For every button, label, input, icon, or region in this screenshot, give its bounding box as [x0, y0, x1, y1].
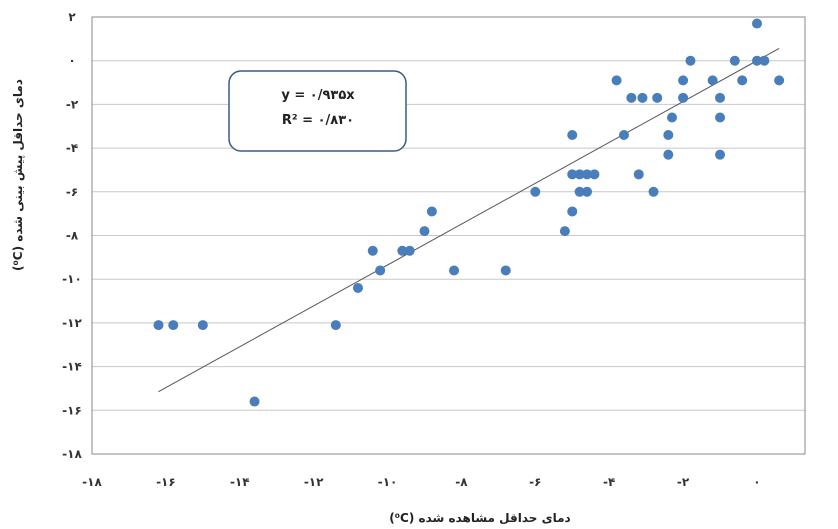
data-point — [737, 75, 748, 86]
y-tick-label: -۴ — [66, 141, 78, 155]
y-tick-label: -۱۸ — [62, 447, 82, 461]
y-tick-label: -۸ — [66, 229, 79, 243]
data-point — [678, 92, 689, 103]
data-point — [249, 396, 260, 407]
data-point — [715, 149, 726, 160]
y-tick-label: -۱۰ — [62, 272, 82, 286]
data-point — [397, 245, 408, 256]
x-axis-label: دمای حداقل مشاهده شده (⁰C) — [389, 511, 570, 525]
data-point — [729, 55, 740, 66]
trendline — [158, 48, 780, 393]
data-point — [574, 186, 585, 197]
x-tick-label: -۱۶ — [156, 475, 176, 489]
data-point — [375, 265, 386, 276]
data-point — [559, 226, 570, 237]
data-point — [330, 320, 341, 331]
data-point — [715, 92, 726, 103]
data-point — [567, 129, 578, 140]
data-point — [685, 55, 696, 66]
data-point — [500, 265, 511, 276]
data-point — [589, 169, 600, 180]
y-tick-label: -۱۴ — [62, 360, 82, 374]
equation-box-frame — [228, 70, 407, 152]
data-point — [574, 169, 585, 180]
data-point — [678, 75, 689, 86]
x-tick-label: -۱۸ — [82, 475, 102, 489]
y-tick-label: ۰ — [68, 54, 75, 68]
data-point — [419, 226, 430, 237]
gridlines — [92, 16, 805, 455]
x-tick-label: -۱۰ — [378, 475, 398, 489]
y-tick-label: ۲ — [68, 10, 76, 24]
equation-box: y = ۰/۹۳۵x R² = ۰/۸۳۰ — [228, 70, 407, 152]
equation-text: y = ۰/۹۳۵x — [281, 88, 355, 103]
x-tick-label: -۱۴ — [230, 475, 250, 489]
data-point — [168, 320, 179, 331]
x-tick-label: ۰ — [753, 475, 760, 489]
data-point — [637, 92, 648, 103]
data-point — [367, 245, 378, 256]
data-point — [618, 129, 629, 140]
data-point — [611, 75, 622, 86]
data-point — [426, 206, 437, 217]
data-point — [759, 55, 770, 66]
data-point — [707, 75, 718, 86]
data-point — [663, 129, 674, 140]
data-point — [652, 92, 663, 103]
y-tick-label: -۱۲ — [62, 316, 82, 330]
r-squared-text: R² = ۰/۸۳۰ — [282, 113, 354, 128]
x-tick-label: -۱۲ — [304, 475, 324, 489]
data-point — [197, 320, 208, 331]
data-point — [633, 169, 644, 180]
data-point — [582, 169, 593, 180]
data-points — [153, 18, 785, 407]
data-point — [667, 112, 678, 123]
x-tick-label: -۸ — [455, 475, 468, 489]
x-tick-labels: -۱۸ -۱۶ -۱۴ -۱۲ -۱۰ -۸ -۶ -۴ -۲ ۰ — [82, 475, 760, 489]
data-point — [751, 55, 762, 66]
plot-area — [91, 16, 806, 455]
y-tick-label: -۶ — [66, 185, 78, 199]
data-point — [404, 245, 415, 256]
data-point — [663, 149, 674, 160]
y-tick-label: -۱۶ — [62, 403, 82, 417]
y-tick-label: -۲ — [66, 97, 79, 111]
data-point — [567, 206, 578, 217]
y-axis-label: دمای حداقل پیش بینی شده (⁰C) — [11, 79, 25, 271]
data-point — [530, 186, 541, 197]
data-point — [153, 320, 164, 331]
data-point — [449, 265, 460, 276]
x-tick-label: -۲ — [677, 475, 690, 489]
data-point — [715, 112, 726, 123]
x-tick-label: -۶ — [529, 475, 541, 489]
data-point — [582, 186, 593, 197]
data-point — [567, 169, 578, 180]
x-tick-label: -۴ — [603, 475, 615, 489]
data-point — [626, 92, 637, 103]
data-point — [774, 75, 785, 86]
data-point — [648, 186, 659, 197]
data-point — [352, 282, 363, 293]
data-point — [751, 18, 762, 29]
y-tick-labels: ۲ ۰ -۲ -۴ -۶ -۸ -۱۰ -۱۲ -۱۴ -۱۶ -۱۸ — [62, 10, 82, 461]
